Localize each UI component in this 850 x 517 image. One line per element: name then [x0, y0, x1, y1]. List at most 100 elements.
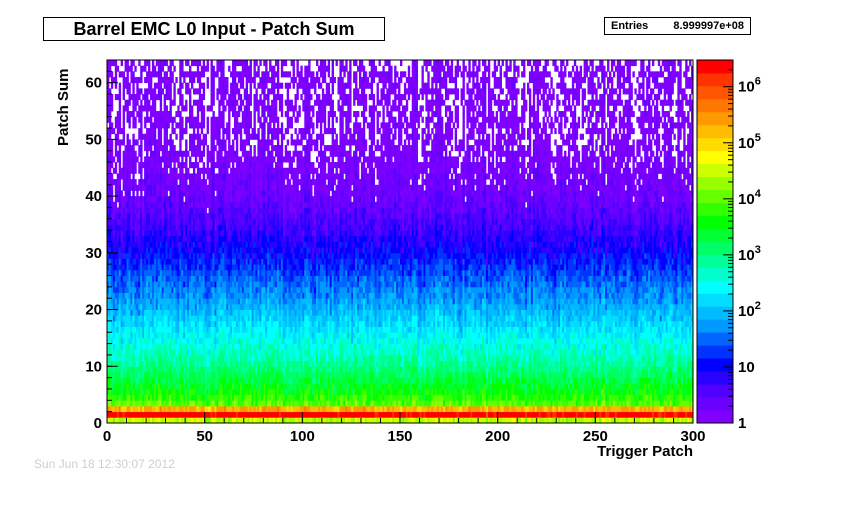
heatmap-cell [179, 298, 182, 305]
heatmap-cell [269, 230, 272, 237]
heatmap-cell [198, 88, 202, 95]
heatmap-cell [159, 298, 163, 305]
heatmap-cell [274, 247, 278, 254]
heatmap-cell [249, 388, 252, 396]
heatmap-cell [169, 411, 172, 418]
heatmap-cell [181, 309, 184, 316]
heatmap-cell [190, 252, 194, 259]
heatmap-cell [196, 411, 200, 418]
heatmap-cell [214, 179, 217, 186]
heatmap-cell [175, 292, 178, 299]
heatmap-cell [210, 224, 213, 231]
heatmap-cell [216, 196, 219, 203]
heatmap-cell [232, 150, 235, 157]
heatmap-cell [183, 105, 186, 112]
heatmap-cell [124, 190, 127, 197]
heatmap-cell [210, 230, 213, 237]
heatmap-cell [261, 349, 264, 356]
heatmap-cell [114, 388, 118, 396]
heatmap-cell [271, 383, 274, 390]
heatmap-cell [130, 354, 133, 362]
heatmap-cell [159, 116, 163, 123]
heatmap-cell [249, 320, 252, 327]
heatmap-cell [239, 400, 243, 407]
heatmap-cell [274, 405, 278, 413]
heatmap-cell [222, 337, 225, 344]
heatmap-cell [187, 417, 190, 424]
heatmap-cell [144, 224, 147, 231]
heatmap-cell [214, 394, 217, 401]
heatmap-cell [173, 162, 176, 169]
heatmap-cell [271, 332, 274, 339]
heatmap-cell [155, 354, 159, 362]
heatmap-cell [122, 179, 125, 186]
heatmap-cell [122, 252, 125, 259]
heatmap-cell [224, 190, 227, 197]
heatmap-cell [273, 360, 276, 367]
heatmap-cell [218, 82, 221, 89]
heatmap-cell [196, 105, 200, 112]
heatmap-cell [148, 298, 151, 305]
heatmap-cell [177, 400, 180, 407]
heatmap-cell [224, 201, 227, 208]
heatmap-cell [237, 303, 241, 310]
heatmap-cell [116, 337, 120, 344]
heatmap-cell [169, 65, 172, 72]
heatmap-cell [214, 71, 217, 78]
heatmap-cell [237, 337, 241, 344]
heatmap-cell [159, 292, 163, 299]
heatmap-cell [251, 371, 254, 379]
heatmap-cell [181, 405, 184, 413]
heatmap-cell [233, 128, 237, 135]
heatmap-cell [118, 94, 122, 101]
heatmap-cell [190, 139, 194, 146]
heatmap-cell [232, 309, 235, 316]
heatmap-cell [132, 133, 135, 140]
heatmap-cell [224, 184, 227, 191]
heatmap-cell [116, 156, 120, 163]
heatmap-cell [149, 411, 153, 418]
heatmap-cell [171, 388, 174, 396]
heatmap-cell [212, 133, 215, 140]
heatmap-cell [228, 207, 231, 214]
heatmap-cell [274, 371, 278, 379]
heatmap-cell [138, 111, 141, 118]
heatmap-cell [116, 94, 120, 101]
heatmap-cell [228, 383, 231, 390]
heatmap-cell [167, 65, 170, 72]
heatmap-cell [163, 173, 166, 180]
heatmap-cell [220, 139, 223, 146]
heatmap-cell [243, 105, 247, 112]
heatmap-cell [194, 213, 198, 220]
date-stamp: Sun Jun 18 12:30:07 2012 [34, 457, 175, 471]
heatmap-cell [112, 400, 116, 407]
heatmap-cell [140, 269, 143, 276]
heatmap-cell [142, 394, 145, 401]
heatmap-cell [192, 116, 196, 123]
heatmap-cell [259, 349, 262, 356]
heatmap-cell [146, 235, 149, 242]
heatmap-cell [110, 405, 114, 413]
heatmap-cell [190, 179, 194, 186]
heatmap-cell [214, 286, 217, 293]
heatmap-cell [241, 343, 245, 350]
heatmap-cell [216, 377, 219, 384]
heatmap-cell [220, 65, 223, 72]
heatmap-cell [261, 224, 264, 231]
heatmap-cell [169, 417, 172, 424]
heatmap-cell [132, 343, 135, 350]
heatmap-cell [261, 394, 264, 401]
heatmap-cell [161, 388, 165, 396]
heatmap-cell [245, 224, 249, 231]
heatmap-cell [107, 77, 110, 84]
heatmap-cell [114, 264, 118, 271]
heatmap-cell [214, 145, 217, 152]
heatmap-cell [122, 162, 125, 169]
heatmap-cell [241, 275, 245, 282]
heatmap-cell [247, 309, 250, 316]
heatmap-cell [269, 111, 272, 118]
heatmap-cell [159, 235, 163, 242]
heatmap-cell [155, 303, 159, 310]
heatmap-cell [245, 190, 249, 197]
heatmap-cell [243, 94, 247, 101]
